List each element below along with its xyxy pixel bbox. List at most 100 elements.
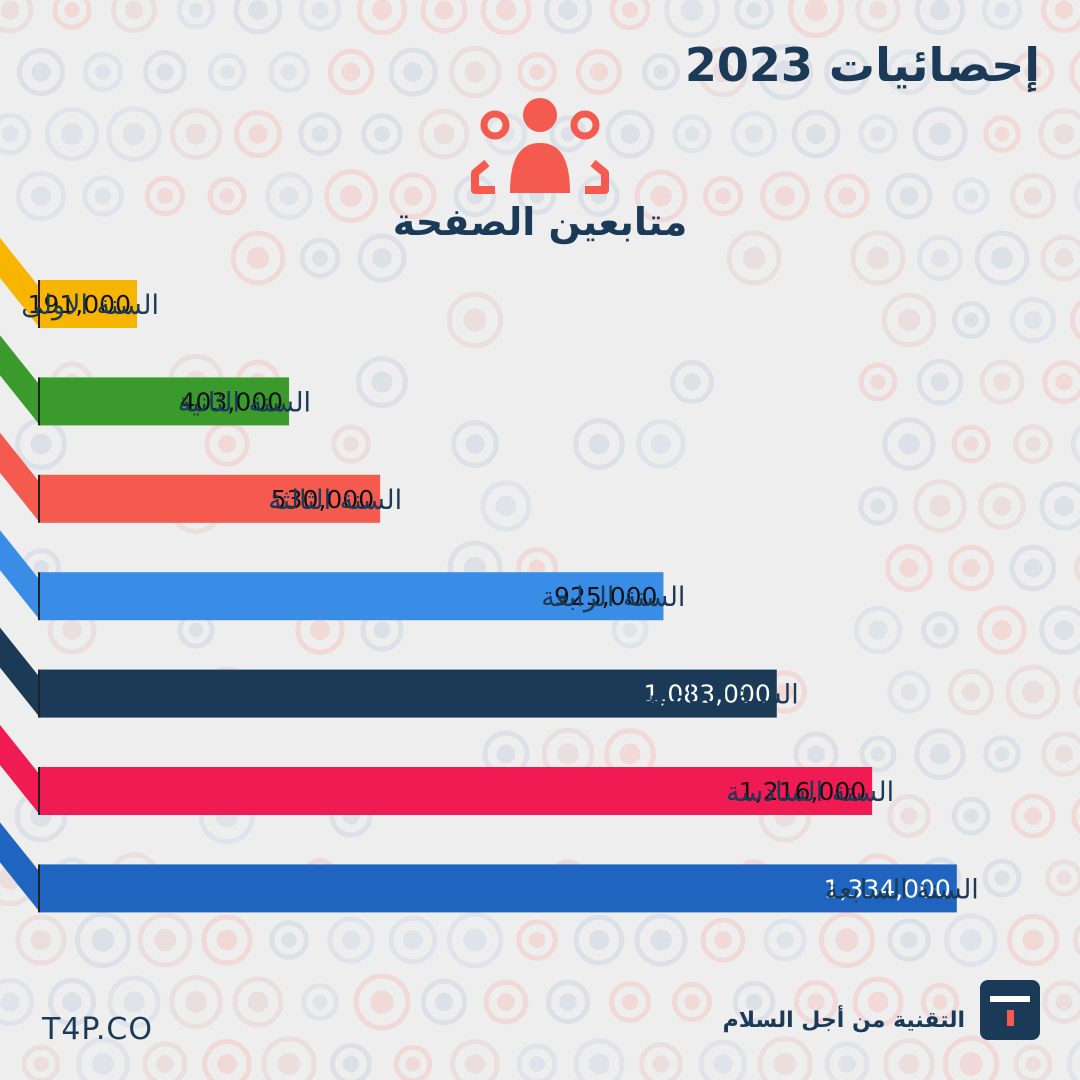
pattern-bubble [886,49,932,95]
pattern-bubble [1038,108,1080,160]
pattern-bubble [702,175,744,217]
pattern-bubble [393,1044,433,1080]
pattern-bubble [887,670,931,714]
pattern-bubble [388,915,438,965]
bar-category-label: السنة السابعة [825,874,979,905]
pattern-bubble [634,913,688,967]
pattern-bubble [327,916,375,964]
pattern-bubble [361,113,403,155]
pattern-bubble [914,728,966,780]
pattern-bubble [389,172,437,220]
pattern-bubble [356,356,408,408]
pattern-bubble [1010,793,1056,839]
pattern-bubble [858,114,898,154]
pattern-bubble [852,976,904,1028]
pattern-bubble [763,918,807,962]
bar-1 [40,280,137,328]
pattern-bubble [1069,50,1080,94]
pattern-bubble [1071,797,1080,835]
pattern-bubble [983,115,1021,153]
pattern-bubble [859,735,897,773]
pattern-bubble [636,419,686,469]
bar-value-label: 530,000 [271,485,374,514]
pattern-bubble [298,0,342,32]
bar-ribbon-edge [38,767,41,815]
bar-category-label: السنة الرابعة [541,582,685,613]
pattern-bubble [331,424,371,464]
pattern-bubble [977,605,1027,655]
pattern-bubble [638,1041,684,1080]
pattern-bubble [169,975,223,1029]
pattern-bubble [483,979,529,1025]
bar-ribbon-edge [38,572,41,621]
pattern-bubble [0,977,35,1027]
pattern-bubble [853,605,903,655]
pattern-bubble [824,173,870,219]
pattern-bubble [269,920,309,960]
pattern-bubble [1040,234,1080,282]
pattern-bubble [885,544,933,592]
pattern-bubble [1009,172,1057,220]
bar-ribbon-tab [0,725,40,815]
pattern-bubble [1041,0,1080,33]
pattern-bubble [82,51,124,93]
pattern-bubble [324,169,378,223]
bar-ribbon-edge [38,864,41,913]
brand-slogan: التقنية من أجل السلام [722,1008,965,1033]
pattern-bubble [420,0,468,34]
pattern-bubble [545,979,591,1025]
pattern-bubble [732,980,776,1024]
pattern-bubble [609,981,651,1023]
pattern-bubble [142,49,188,95]
pattern-bubble [883,1038,935,1080]
pattern-bubble [207,52,247,92]
pattern-bubble [52,0,92,30]
pattern-bubble [1073,180,1080,212]
pattern-bubble [979,359,1025,405]
bar-value-label: 1,216,000 [739,777,866,806]
pattern-bubble [756,43,814,101]
pattern-bubble [855,0,901,33]
bar-ribbon-tab [0,335,40,426]
pattern-bubble [170,108,222,160]
pattern-bubble [947,48,995,96]
pattern-bubble [920,982,960,1022]
pattern-bubble [446,911,504,969]
pattern-bubble [850,230,906,286]
pattern-bubble [978,482,1026,530]
pattern-bubble [15,170,67,222]
pattern-bubble [983,735,1021,773]
pattern-bubble [82,175,124,217]
pattern-bubble [230,230,286,286]
bar-5 [40,669,777,718]
pattern-bubble [634,169,688,223]
pattern-bubble [418,108,470,160]
pattern-bubble [207,176,247,216]
pattern-bubble [573,1038,625,1080]
pattern-bubble [734,0,774,30]
pattern-bubble [0,112,32,156]
pattern-bubble [517,52,557,92]
pattern-bubble [480,480,532,532]
bar-7 [40,864,957,913]
bar-category-label: السنة الخامسة [633,680,798,711]
pattern-bubble [1039,605,1080,655]
pattern-bubble [144,175,186,217]
pattern-bubble [974,230,1030,286]
bar-ribbon-edge [38,280,41,328]
pattern-bubble [944,913,998,967]
bar-value-label: 403,000 [180,387,283,416]
pattern-bubble [858,486,898,526]
pattern-bubble [697,46,749,98]
pattern-bubble [142,1041,188,1080]
bar-value-label: 925,000 [554,582,657,611]
bar-ribbon-edge [38,474,41,523]
pattern-bubble [202,1039,252,1080]
pattern-bubble [575,48,623,96]
pattern-bubble [912,106,968,162]
pattern-bubble [21,1044,61,1080]
pattern-bubble [881,292,937,348]
pattern-bubble [1074,553,1080,583]
